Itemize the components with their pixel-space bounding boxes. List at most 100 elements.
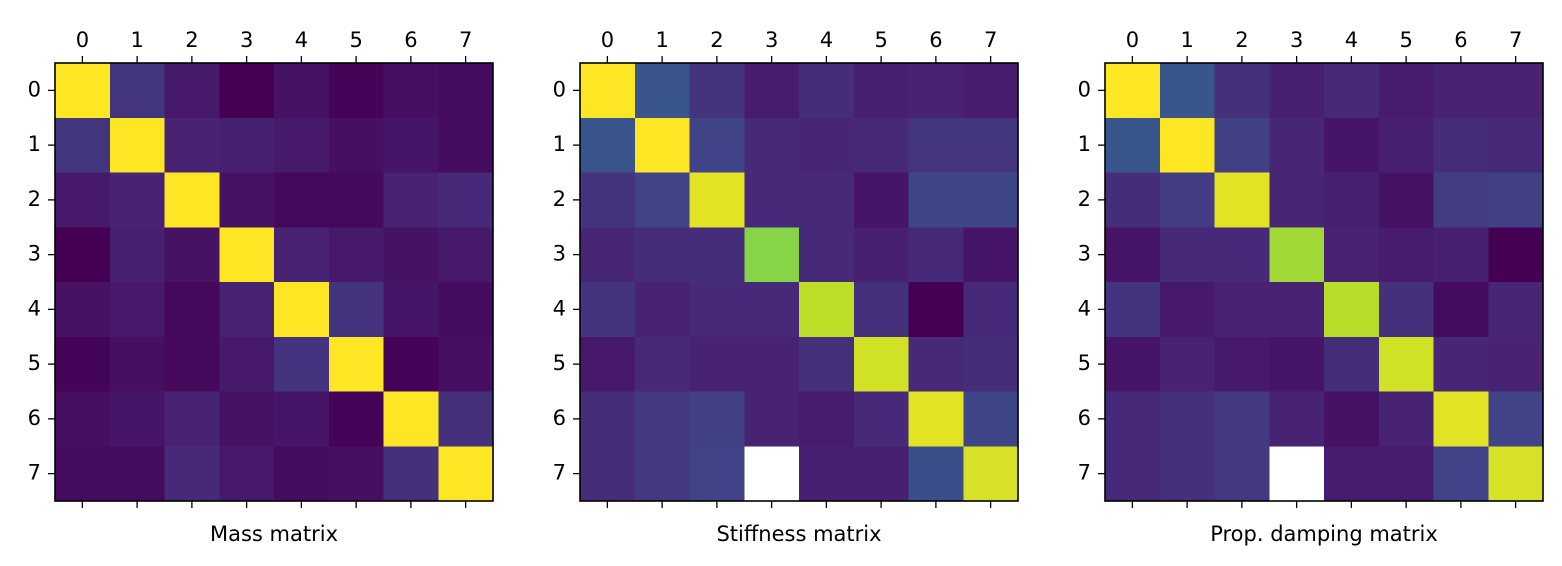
heatmap-cell-r2-c1 xyxy=(1159,172,1216,228)
heatmap-cell-r2-c6 xyxy=(1433,172,1489,228)
heatmap-cell-r5-c4 xyxy=(1324,336,1380,393)
y-tick-label: 3 xyxy=(1078,242,1091,266)
heatmap-cell-r4-c7 xyxy=(1488,282,1544,338)
x-tick-label: 2 xyxy=(710,28,723,52)
heatmap-cell-r2-c4 xyxy=(274,172,330,228)
heatmap-cell-r3-c4 xyxy=(1324,227,1380,283)
y-tick-label: 7 xyxy=(553,461,566,485)
heatmap-cell-r1-c2 xyxy=(689,117,745,174)
heatmap-cell-r4-c4 xyxy=(274,282,330,338)
heatmap-cell-r5-c3 xyxy=(1269,336,1325,393)
y-tick-label: 7 xyxy=(28,461,41,485)
heatmap-cell-r6-c2 xyxy=(164,391,220,447)
heatmap-cell-r3-c1 xyxy=(1159,227,1216,283)
heatmap-cell-r6-c4 xyxy=(799,391,855,447)
heatmap-cell-r5-c1 xyxy=(634,336,691,393)
heatmap-cell-r4-c0 xyxy=(580,282,636,338)
heatmap-cell-r6-c3 xyxy=(1269,391,1325,447)
heatmap-cell-r3-c6 xyxy=(908,227,964,283)
heatmap-cell-r1-c1 xyxy=(1159,117,1216,174)
y-tick-label: 2 xyxy=(553,187,566,211)
y-tick-label: 1 xyxy=(553,132,566,156)
x-tick-label: 0 xyxy=(601,28,614,52)
heatmap-cell-r5-c0 xyxy=(1105,336,1161,393)
heatmap-cell-r1-c6 xyxy=(383,117,439,174)
axes-frame xyxy=(54,62,494,502)
heatmap-cell-r7-c7 xyxy=(438,446,494,502)
heatmap-cell-r5-c5 xyxy=(1378,336,1435,393)
y-tick-label: 5 xyxy=(553,351,566,375)
heatmap-cell-r5-c6 xyxy=(383,336,439,393)
heatmap-cell-r3-c7 xyxy=(963,227,1019,283)
heatmap-cell-r3-c2 xyxy=(164,227,220,283)
heatmap-cell-r0-c4 xyxy=(799,63,855,119)
heatmap-cell-r7-c5 xyxy=(853,446,910,502)
heatmap-cell-r0-c7 xyxy=(963,63,1019,119)
heatmap-cell-r0-c3 xyxy=(744,63,800,119)
heatmap-cell-r4-c0 xyxy=(55,282,111,338)
heatmap-cell-r5-c2 xyxy=(1214,336,1270,393)
heatmap-cell-r4-c6 xyxy=(1433,282,1489,338)
heatmap-cell-r1-c3 xyxy=(1269,117,1325,174)
heatmap-cell-r0-c1 xyxy=(109,63,166,119)
x-tick-label: 2 xyxy=(1235,28,1248,52)
heatmap-cell-r7-c0 xyxy=(55,446,111,502)
x-axis-label: Stiffness matrix xyxy=(716,522,881,546)
heatmap-cell-r6-c4 xyxy=(274,391,330,447)
heatmap-cell-r1-c1 xyxy=(109,117,166,174)
heatmap-cell-r0-c3 xyxy=(1269,63,1325,119)
x-tick-label: 0 xyxy=(76,28,89,52)
heatmap-cell-r2-c3 xyxy=(219,172,275,228)
x-tick-label: 6 xyxy=(929,28,942,52)
heatmap-cell-r6-c3 xyxy=(744,391,800,447)
heatmap-cell-r1-c0 xyxy=(580,117,636,174)
heatmap-cell-r3-c5 xyxy=(1378,227,1435,283)
x-tick-label: 1 xyxy=(1180,28,1193,52)
heatmap-cell-r1-c2 xyxy=(164,117,220,174)
x-tick-label: 3 xyxy=(240,28,253,52)
heatmap-cell-r3-c6 xyxy=(1433,227,1489,283)
heatmap-cell-r3-c4 xyxy=(274,227,330,283)
heatmap-cell-r0-c6 xyxy=(908,63,964,119)
heatmap-cell-r7-c1 xyxy=(1159,446,1216,502)
heatmap-cell-r5-c2 xyxy=(164,336,220,393)
heatmap-cell-r2-c7 xyxy=(963,172,1019,228)
heatmap-cell-r5-c4 xyxy=(274,336,330,393)
heatmap-cell-r4-c6 xyxy=(383,282,439,338)
heatmap-cell-r0-c4 xyxy=(274,63,330,119)
x-tick-label: 7 xyxy=(1509,28,1522,52)
heatmap-cell-r2-c0 xyxy=(1105,172,1161,228)
heatmap-cell-r6-c4 xyxy=(1324,391,1380,447)
heatmap-cell-r5-c5 xyxy=(853,336,910,393)
heatmap-cell-r7-c3 xyxy=(744,446,800,502)
heatmap-cell-r3-c1 xyxy=(109,227,166,283)
heatmap-cell-r1-c5 xyxy=(1378,117,1435,174)
heatmap-cell-r7-c5 xyxy=(328,446,385,502)
y-tick-label: 5 xyxy=(28,351,41,375)
heatmap-cell-r4-c0 xyxy=(1105,282,1161,338)
heatmap-cell-r7-c0 xyxy=(1105,446,1161,502)
heatmap-cell-r0-c3 xyxy=(219,63,275,119)
heatmap-cell-r7-c1 xyxy=(634,446,691,502)
y-tick-label: 2 xyxy=(1078,187,1091,211)
x-tick-label: 0 xyxy=(1126,28,1139,52)
heatmap-cell-r6-c6 xyxy=(908,391,964,447)
y-tick-label: 0 xyxy=(1078,77,1091,101)
heatmap-cell-r3-c1 xyxy=(634,227,691,283)
x-tick-label: 1 xyxy=(130,28,143,52)
heatmap-cell-r3-c0 xyxy=(1105,227,1161,283)
y-tick-label: 6 xyxy=(1078,406,1091,430)
heatmap-cell-r6-c1 xyxy=(109,391,166,447)
heatmap-cell-r4-c1 xyxy=(1159,282,1216,338)
y-tick-label: 4 xyxy=(1078,296,1091,320)
heatmap-cell-r6-c6 xyxy=(383,391,439,447)
heatmap-cell-r3-c5 xyxy=(853,227,910,283)
y-tick-label: 6 xyxy=(28,406,41,430)
heatmap-cell-r7-c1 xyxy=(109,446,166,502)
heatmap-cell-r7-c7 xyxy=(963,446,1019,502)
heatmap-cell-r2-c5 xyxy=(328,172,385,228)
heatmap-cell-r4-c6 xyxy=(908,282,964,338)
heatmap-cell-r0-c5 xyxy=(853,63,910,119)
heatmap-cell-r2-c5 xyxy=(853,172,910,228)
